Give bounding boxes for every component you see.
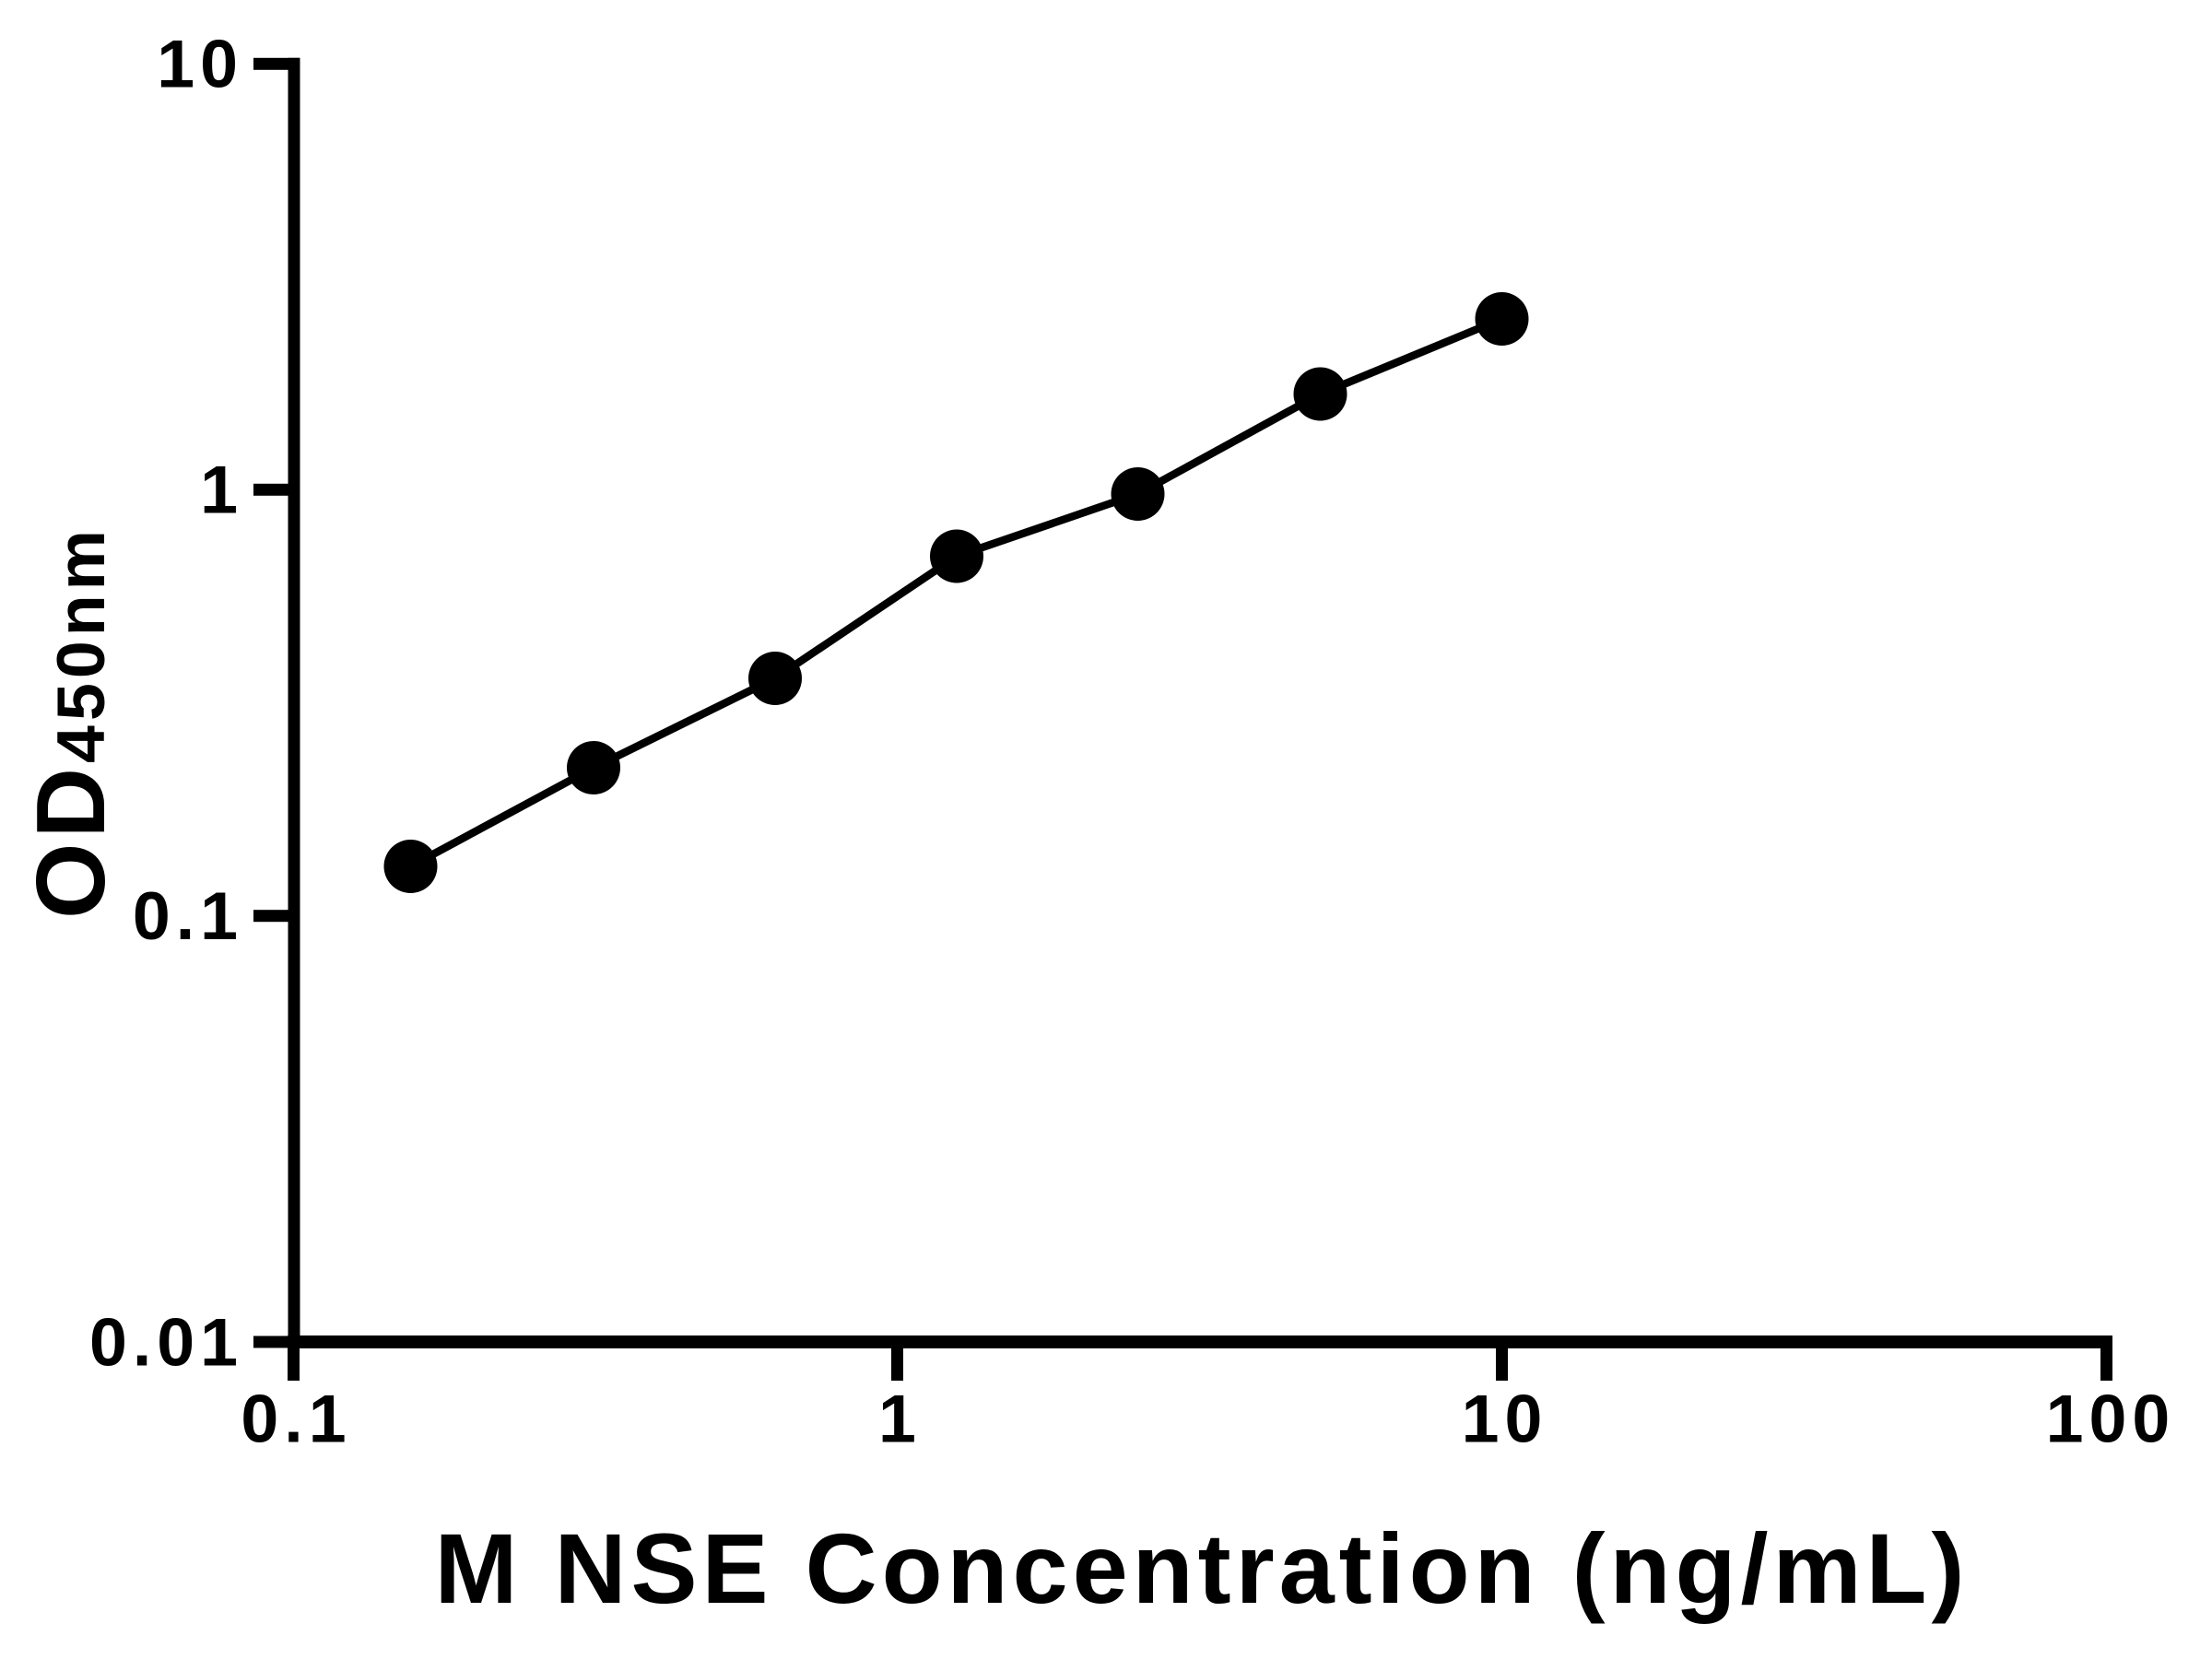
svg-text:1: 1 — [878, 1381, 922, 1457]
svg-text:M NSE Concentration (ng/mL): M NSE Concentration (ng/mL) — [435, 1512, 1970, 1624]
svg-text:1: 1 — [200, 452, 243, 528]
svg-text:100: 100 — [2046, 1381, 2176, 1457]
svg-text:10: 10 — [1462, 1381, 1548, 1457]
svg-text:OD450nm: OD450nm — [17, 525, 125, 919]
svg-text:0.01: 0.01 — [89, 1303, 243, 1380]
svg-text:0.1: 0.1 — [241, 1381, 351, 1457]
svg-text:0.1: 0.1 — [133, 877, 243, 954]
svg-text:10: 10 — [157, 26, 243, 102]
